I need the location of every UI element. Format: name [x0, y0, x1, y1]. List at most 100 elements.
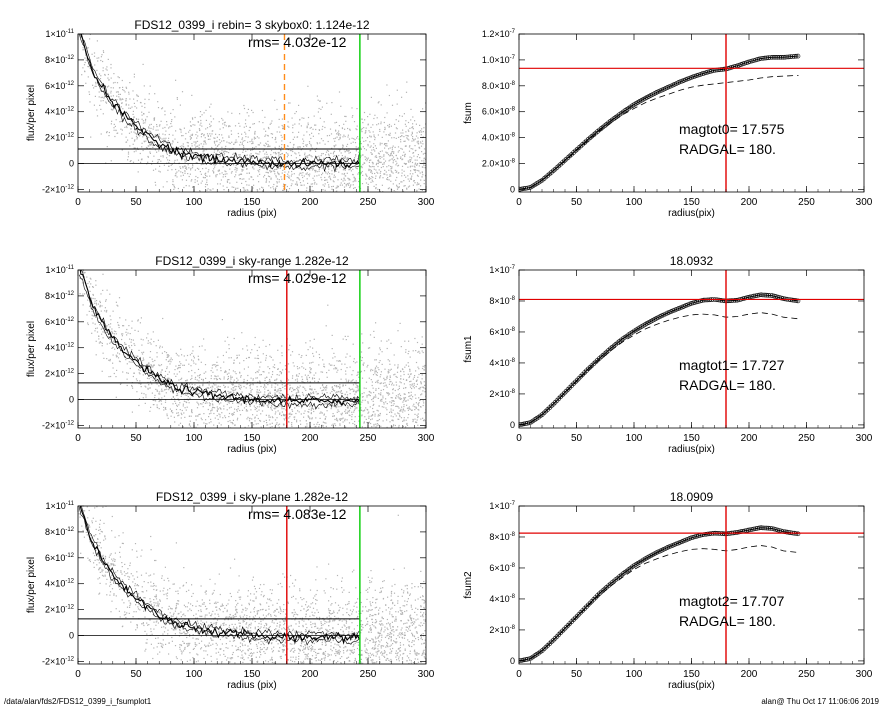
curve-marker: [790, 54, 795, 59]
rms-label: rms= 4.032e-12: [248, 34, 347, 50]
annotation-1: magtot2= 17.707: [679, 593, 785, 609]
y-tick-label: 4×10-8: [489, 358, 515, 368]
curve-marker: [744, 528, 749, 533]
y-tick-label: 1×10-7: [489, 501, 515, 511]
chart-panel-6: magtot2= 17.707 RADGAL= 180. 0 50 100 150 200 2…: [463, 490, 873, 691]
y-tick-label: 1×10-11: [45, 265, 74, 275]
annotation-2: RADGAL= 180.: [679, 377, 776, 393]
curve-markers: [519, 525, 801, 663]
y-tick-label: 2.0×10-8: [482, 159, 516, 169]
curve-marker: [793, 298, 799, 303]
x-tick-label: 250: [798, 433, 815, 444]
plot-area: [519, 270, 864, 428]
profile-curve: [79, 270, 360, 407]
profile-curve: [80, 34, 360, 169]
x-tick-label: 250: [798, 197, 815, 208]
curve-marker: [793, 53, 799, 59]
curve-marker: [771, 54, 777, 60]
y-tick-label: 6×10-12: [45, 317, 75, 327]
x-tick-label: 250: [798, 669, 815, 680]
dashed-curve: [519, 545, 799, 662]
y-axis-label: flux/per pixel: [26, 321, 37, 377]
x-tick-label: 50: [130, 433, 142, 444]
y-tick-label: 1.0×10-7: [482, 55, 516, 65]
cumulative-curve: [519, 527, 799, 662]
plot-area: [78, 506, 426, 664]
x-tick-label: 250: [360, 433, 377, 444]
y-tick-label: 2×10-8: [489, 625, 515, 635]
x-tick-label: 50: [571, 197, 583, 208]
y-tick-label: 8.0×10-8: [482, 81, 516, 91]
y-tick-label: 8×10-8: [489, 296, 515, 306]
profile-curve: [80, 270, 360, 404]
chart-panel-1: rms= 4.032e-12 0 50 100 150 200 250 300 -2×10-12…: [26, 18, 435, 219]
chart-panel-3: rms= 4.029e-12 0 50 100 150 200 250 300 -2×10-12…: [26, 254, 435, 455]
x-tick-label: 200: [302, 433, 319, 444]
y-tick-label: -2×10-12: [42, 420, 75, 430]
x-tick-label: 300: [856, 197, 873, 208]
annotation-2: RADGAL= 180.: [679, 613, 776, 629]
x-tick-label: 200: [741, 197, 758, 208]
curve-marker: [780, 54, 786, 60]
plot-frame: [518, 33, 865, 193]
y-tick-label: -2×10-12: [42, 656, 75, 666]
plot-area: [519, 506, 864, 664]
x-tick-label: 150: [683, 669, 700, 680]
y-tick-label: 0: [69, 159, 74, 169]
curve-marker: [762, 55, 768, 61]
y-tick-label: 0: [510, 656, 515, 666]
y-tick-label: 2×10-12: [45, 605, 75, 615]
profile-curve: [81, 506, 360, 642]
x-tick-label: 300: [418, 433, 435, 444]
chart-panel-2: magtot0= 17.575 RADGAL= 180. 0 50 100 150 200 2…: [463, 29, 873, 219]
x-axis-label: radius (pix): [227, 208, 276, 219]
x-tick-label: 0: [516, 433, 522, 444]
curve-marker: [795, 53, 801, 59]
y-tick-label: -2×10-12: [42, 184, 75, 194]
profile-curve: [80, 34, 360, 166]
x-tick-label: 0: [75, 433, 81, 444]
y-tick-label: 1×10-7: [489, 265, 515, 275]
curve-marker: [762, 525, 768, 531]
x-axis-label: radius(pix): [668, 680, 715, 691]
x-tick-label: 100: [626, 669, 643, 680]
plot-area: [78, 270, 426, 428]
y-tick-label: 8×10-12: [45, 55, 75, 65]
y-tick-label: 4×10-12: [45, 107, 75, 117]
cumulative-curve: [519, 294, 799, 426]
y-tick-label: 4.0×10-8: [482, 133, 516, 143]
rms-label: rms= 4.083e-12: [248, 506, 347, 522]
x-tick-label: 100: [186, 669, 203, 680]
y-axis-label: fsum2: [463, 571, 474, 599]
x-tick-label: 0: [75, 197, 81, 208]
y-tick-label: 0: [69, 395, 74, 405]
y-tick-label: 1.2×10-7: [482, 29, 516, 39]
x-tick-label: 100: [186, 197, 203, 208]
x-tick-label: 100: [186, 433, 203, 444]
chart-panel-4: magtot1= 17.727 RADGAL= 180. 0 50 100 150 200 2…: [463, 254, 873, 455]
chart-title: 18.0909: [670, 490, 714, 504]
x-tick-label: 50: [130, 197, 142, 208]
y-axis-label: flux/per pixel: [26, 85, 37, 141]
y-tick-label: 6×10-8: [489, 563, 515, 573]
curve-marker: [795, 531, 801, 537]
chart-title: FDS12_0399_i sky-range 1.282e-12: [155, 254, 349, 268]
profile-curve: [78, 506, 360, 646]
y-tick-label: 1×10-11: [45, 29, 74, 39]
x-tick-label: 150: [244, 669, 261, 680]
x-tick-label: 100: [626, 433, 643, 444]
curve-marker: [790, 297, 795, 303]
y-tick-label: 4×10-12: [45, 343, 75, 353]
y-tick-label: 6.0×10-8: [482, 107, 516, 117]
y-tick-label: 6×10-8: [489, 327, 515, 337]
curve-marker: [773, 54, 779, 60]
chart-panel-5: rms= 4.083e-12 0 50 100 150 200 250 300 -2×10-12…: [26, 490, 435, 691]
y-tick-label: 4×10-8: [489, 594, 515, 604]
x-tick-label: 50: [571, 433, 583, 444]
curve-markers: [519, 292, 801, 427]
x-tick-label: 0: [516, 669, 522, 680]
y-tick-label: 2×10-12: [45, 369, 75, 379]
x-tick-label: 50: [130, 669, 142, 680]
profile-curve: [79, 506, 360, 645]
